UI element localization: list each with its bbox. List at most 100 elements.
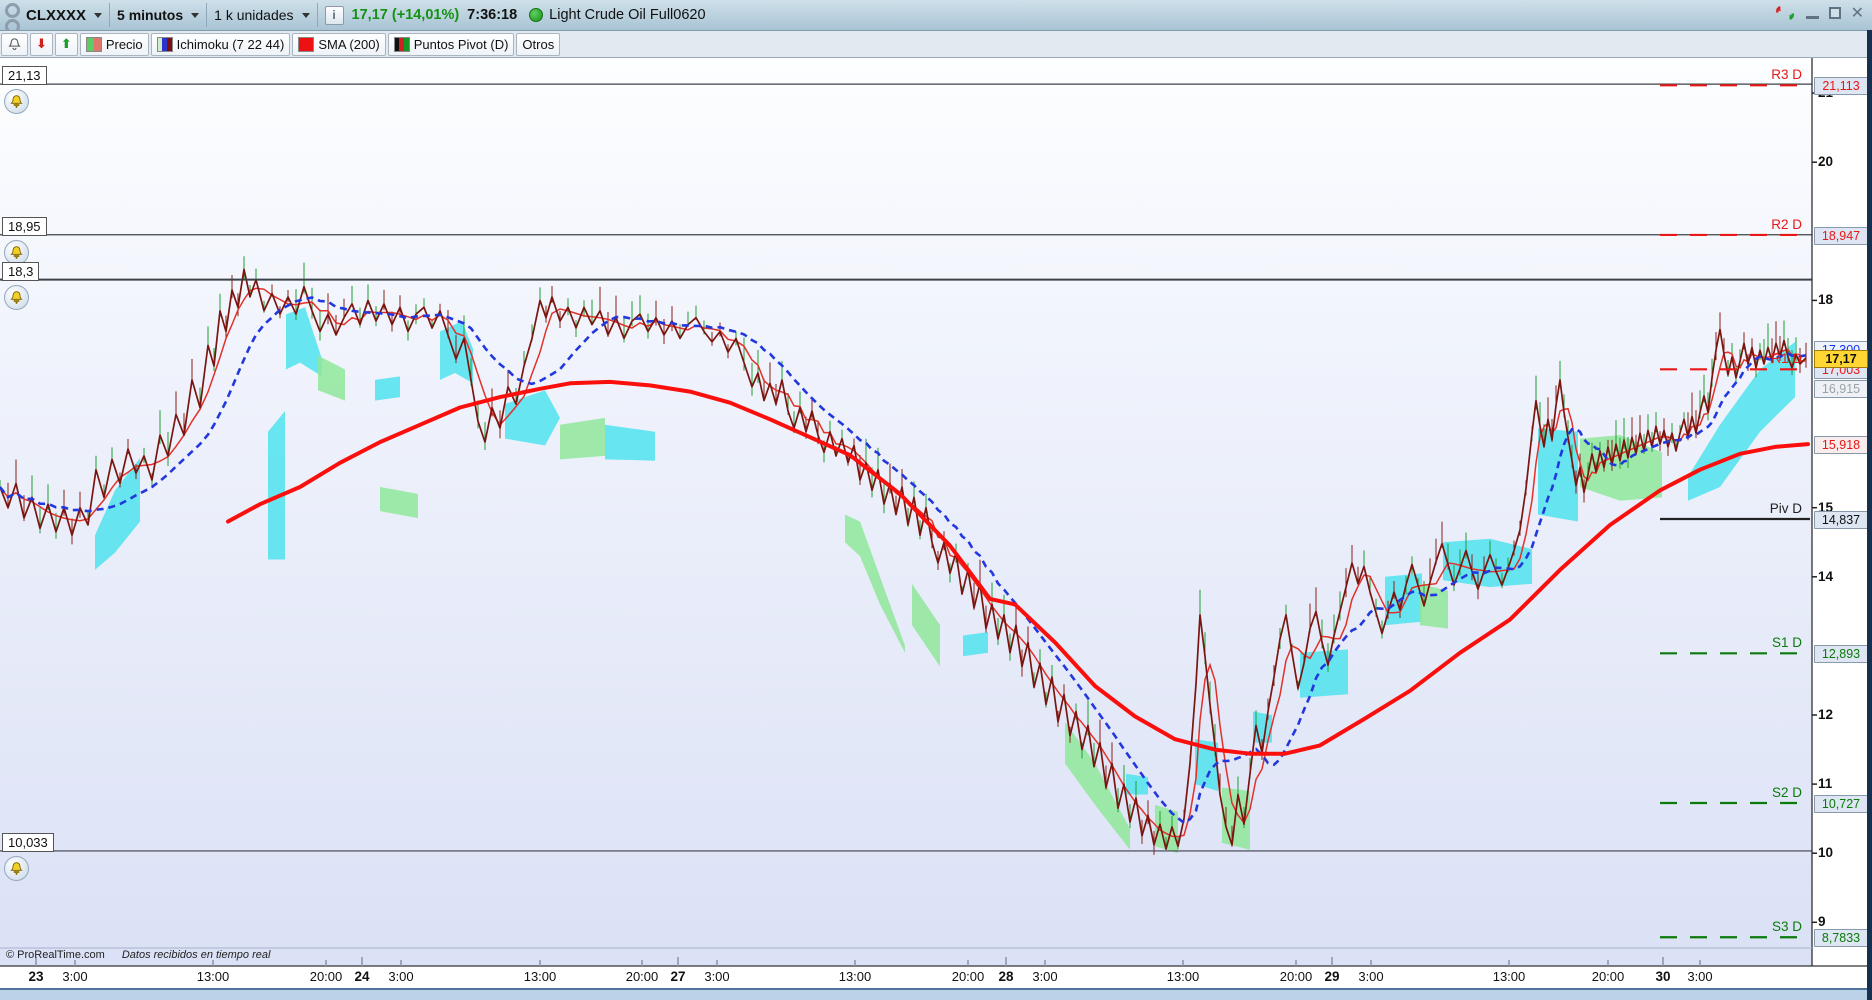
info-icon[interactable]: i (324, 5, 344, 25)
pivot-price-tag: 14,837 (1814, 510, 1868, 529)
ichimoku-cloud (605, 424, 655, 461)
alert-price-label[interactable]: 21,13 (2, 66, 47, 86)
y-axis-tick-label: 18 (1818, 292, 1834, 308)
alert-price-label[interactable]: 18,3 (2, 261, 40, 281)
x-axis-tick-label: 20:00 (951, 969, 985, 984)
ichimoku-cloud (286, 307, 322, 377)
ichimoku-cloud (318, 355, 345, 401)
y-axis-tick-label: 11 (1818, 776, 1833, 792)
alert-bell-icon[interactable] (4, 284, 29, 310)
sma-200-line (226, 379, 1810, 756)
page-arrow-down-button[interactable]: ⬇ (30, 32, 53, 56)
price-tag: 17,17 (1814, 349, 1868, 368)
last-quote-change: 17,17 (+14,01%) (351, 7, 460, 23)
window-grip-icon[interactable] (4, 3, 20, 34)
refresh-icon[interactable] (1774, 3, 1796, 23)
x-axis-tick-label: 24 (354, 969, 370, 984)
chevron-down-icon (191, 12, 200, 18)
indicator-label: Ichimoku (7 22 44) (176, 36, 285, 52)
x-axis-tick-label: 13:00 (838, 969, 872, 984)
x-axis-tick-label: 13:00 (1492, 969, 1526, 984)
timeframe-label: 5 minutos (117, 7, 184, 23)
copyright-label: © ProRealTime.com (6, 949, 105, 961)
y-axis-tick-label: 12 (1818, 707, 1834, 722)
alert-bell-icon[interactable] (4, 239, 29, 265)
symbol-dropdown[interactable]: CLXXXX (26, 6, 103, 24)
symbol-label: CLXXXX (26, 6, 87, 24)
ichimoku-cloud (845, 514, 905, 653)
restore-button[interactable] (1828, 7, 1841, 19)
pivot-level-label: R2 D (1771, 216, 1802, 232)
x-axis-tick-label: 20:00 (625, 969, 659, 984)
pivot-price-tag: 12,893 (1814, 645, 1868, 664)
window-title-bar: CLXXXX 5 minutos 1 k unidades i 17,17 (+… (0, 0, 1872, 34)
y-axis-tick-label: 10 (1818, 845, 1834, 861)
alert-bell-icon[interactable] (4, 89, 29, 115)
pivot-level-label: R1 D (1771, 351, 1802, 367)
price-line (0, 268, 1807, 850)
ichimoku-cloud (1688, 341, 1795, 501)
x-axis-tick-label: 29 (1324, 969, 1340, 984)
ichimoku-cloud (963, 632, 988, 657)
window-bottom-border (0, 988, 1872, 1000)
data-provider-note: © ProRealTime.com Datos recibidos en tie… (6, 949, 270, 961)
indicator-toolbar: ⬇ ⬆ Precio Ichimoku (7 22 44) SMA (200) Punto… (0, 31, 1872, 58)
units-dropdown[interactable]: 1 k unidades (214, 7, 310, 23)
page-arrow-up-button[interactable]: ⬆ (54, 32, 78, 56)
plot-area[interactable] (0, 256, 1810, 855)
x-axis-tick-label: 28 (998, 969, 1014, 984)
indicator-color-swatch-icon (393, 36, 410, 52)
chevron-down-icon (94, 12, 103, 18)
ichimoku-cloud (912, 583, 940, 667)
x-axis-tick-label: 13:00 (523, 969, 557, 984)
ichimoku-cloud (1300, 649, 1348, 698)
pivot-price-tag: 8,7833 (1814, 929, 1868, 948)
indicator-label: Puntos Pivot (D) (413, 36, 509, 52)
alert-price-label[interactable]: 18,95 (2, 216, 47, 236)
pivot-level-label: Piv D (1769, 500, 1802, 516)
y-axis-tick-label: 20 (1818, 154, 1834, 170)
x-axis-tick-label: 23 (28, 969, 44, 984)
alert-bell-icon[interactable] (4, 855, 29, 881)
indicator-button-precio[interactable]: Precio (79, 32, 149, 56)
x-axis-tick-label: 13:00 (1166, 969, 1200, 984)
x-axis-tick-label: 3:00 (704, 969, 730, 984)
indicator-color-swatch-icon (156, 36, 173, 52)
x-axis-tick-label: 13:00 (196, 969, 230, 984)
x-axis-tick-label: 3:00 (1687, 969, 1713, 984)
indicator-button-otros[interactable]: Otros (516, 32, 561, 56)
toolbar-separator (109, 3, 111, 27)
y-axis-tick-label: 14 (1818, 568, 1834, 584)
close-button[interactable]: ✕ (1850, 5, 1864, 22)
pivot-price-tag: 10,727 (1814, 794, 1868, 813)
toolbar-separator (316, 3, 318, 27)
indicator-label: SMA (200) (318, 36, 380, 52)
x-axis-tick-label: 20:00 (1279, 969, 1313, 984)
pivot-level-label: S1 D (1771, 635, 1802, 651)
indicator-button-puntos-pivot-d-[interactable]: Puntos Pivot (D) (387, 32, 515, 56)
minimize-button[interactable] (1805, 7, 1819, 19)
ichimoku-cloud (1195, 739, 1218, 792)
x-axis-tick-label: 3:00 (1358, 969, 1384, 984)
alert-bell-button[interactable] (1, 32, 28, 56)
indicator-button-sma-200-[interactable]: SMA (200) (292, 32, 386, 56)
indicator-color-swatch-icon (85, 36, 102, 52)
timeframe-dropdown[interactable]: 5 minutos (117, 7, 200, 23)
alert-price-label[interactable]: 10,033 (2, 832, 54, 852)
pivot-level-label: S3 D (1771, 919, 1802, 935)
page-arrow-up-icon: ⬆ (60, 36, 72, 51)
x-axis-tick-label: 20:00 (1591, 969, 1625, 984)
x-axis-tick-label: 3:00 (388, 969, 414, 984)
indicator-button-ichimoku-7-22-44-[interactable]: Ichimoku (7 22 44) (150, 32, 291, 56)
indicator-label: Precio (105, 36, 143, 52)
price-tag: 16,915 (1814, 380, 1868, 399)
pivot-level-label: R3 D (1771, 67, 1802, 83)
ichimoku-cloud (1065, 721, 1130, 850)
indicator-color-swatch-icon (298, 36, 315, 52)
price-tag: 15,918 (1814, 436, 1868, 455)
quote-time: 7:36:18 (467, 7, 518, 23)
x-axis-tick-label: 20:00 (309, 969, 343, 984)
page-arrow-down-icon: ⬇ (36, 36, 47, 51)
